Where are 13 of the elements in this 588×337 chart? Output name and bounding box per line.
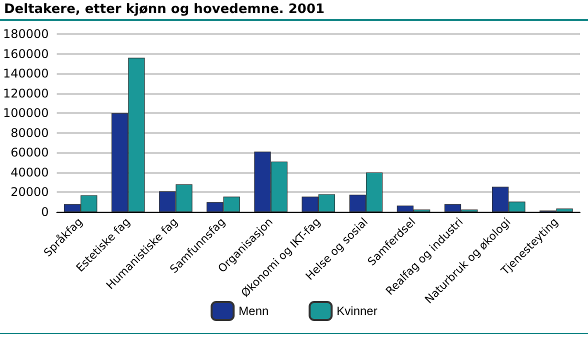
y-tick-label: 180000: [2, 27, 49, 41]
y-tick-label: 0: [41, 205, 49, 219]
y-tick-label: 40000: [10, 165, 49, 180]
y-tick-label: 120000: [2, 86, 49, 100]
y-tick-label: 160000: [2, 46, 49, 61]
y-tick-label: 140000: [2, 66, 49, 81]
legend-label: Menn: [238, 304, 269, 318]
chart-title: Deltakere, etter kjønn og hovedemne. 2001: [4, 2, 325, 17]
y-tick-label: 100000: [2, 106, 49, 120]
y-tick-label: 20000: [10, 185, 49, 200]
y-tick-label: 80000: [10, 126, 49, 140]
legend-label: Kvinner: [336, 304, 378, 318]
y-tick-label: 60000: [10, 146, 49, 160]
